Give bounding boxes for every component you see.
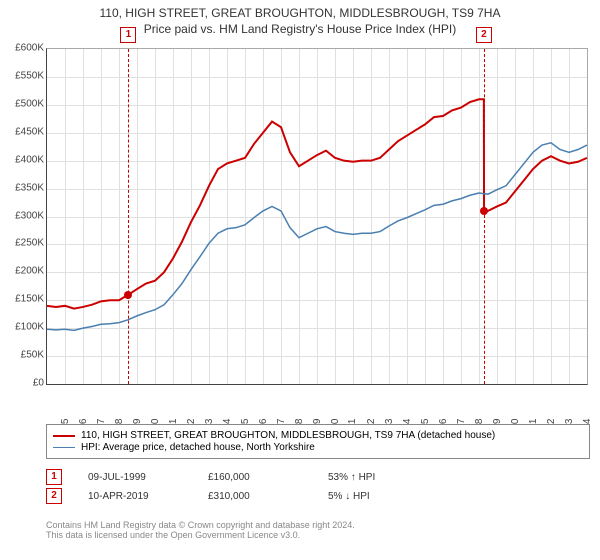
events-table-pct: 5% ↓ HPI — [328, 491, 448, 502]
y-axis-tick-label: £450K — [0, 126, 44, 137]
event-marker: 1 — [120, 27, 136, 43]
events-table: 1 09-JUL-1999£160,00053% ↑ HPI 2 10-APR-201… — [46, 466, 448, 507]
y-axis-tick-label: £0 — [0, 378, 44, 389]
legend-label: HPI: Average price, detached house, Nort… — [81, 442, 315, 453]
chart-legend: 110, HIGH STREET, GREAT BROUGHTON, MIDDL… — [46, 424, 590, 459]
y-axis-tick-label: £500K — [0, 98, 44, 109]
legend-label: 110, HIGH STREET, GREAT BROUGHTON, MIDDL… — [81, 430, 495, 441]
y-axis-tick-label: £400K — [0, 154, 44, 165]
chart-plot-area: 12 — [46, 48, 588, 385]
chart-title-line2: Price paid vs. HM Land Registry's House … — [0, 22, 600, 36]
y-axis-tick-label: £550K — [0, 70, 44, 81]
y-axis-tick-label: £150K — [0, 294, 44, 305]
events-table-date: 09-JUL-1999 — [88, 472, 208, 483]
legend-swatch — [53, 435, 75, 437]
event-dot — [124, 291, 132, 299]
footer-line1: Contains HM Land Registry data © Crown c… — [46, 520, 355, 530]
y-axis-tick-label: £350K — [0, 182, 44, 193]
events-table-pct: 53% ↑ HPI — [328, 472, 448, 483]
legend-row: 110, HIGH STREET, GREAT BROUGHTON, MIDDL… — [53, 430, 583, 441]
events-table-price: £310,000 — [208, 491, 328, 502]
events-table-price: £160,000 — [208, 472, 328, 483]
events-table-row: 1 09-JUL-1999£160,00053% ↑ HPI — [46, 469, 448, 485]
event-dot — [480, 207, 488, 215]
chart-title-line1: 110, HIGH STREET, GREAT BROUGHTON, MIDDL… — [0, 6, 600, 20]
events-table-num: 1 — [46, 469, 62, 485]
y-axis-tick-label: £250K — [0, 238, 44, 249]
events-table-date: 10-APR-2019 — [88, 491, 208, 502]
y-axis-tick-label: £300K — [0, 210, 44, 221]
legend-swatch — [53, 447, 75, 448]
y-axis-tick-label: £200K — [0, 266, 44, 277]
footer-line2: This data is licensed under the Open Gov… — [46, 530, 355, 540]
events-table-num: 2 — [46, 488, 62, 504]
event-marker: 2 — [476, 27, 492, 43]
event-line — [128, 49, 129, 384]
y-axis-tick-label: £600K — [0, 43, 44, 54]
event-line — [484, 49, 485, 384]
chart-footer: Contains HM Land Registry data © Crown c… — [46, 520, 355, 540]
legend-row: HPI: Average price, detached house, Nort… — [53, 442, 583, 453]
events-table-row: 2 10-APR-2019£310,0005% ↓ HPI — [46, 488, 448, 504]
y-axis-tick-label: £50K — [0, 350, 44, 361]
y-axis-tick-label: £100K — [0, 322, 44, 333]
